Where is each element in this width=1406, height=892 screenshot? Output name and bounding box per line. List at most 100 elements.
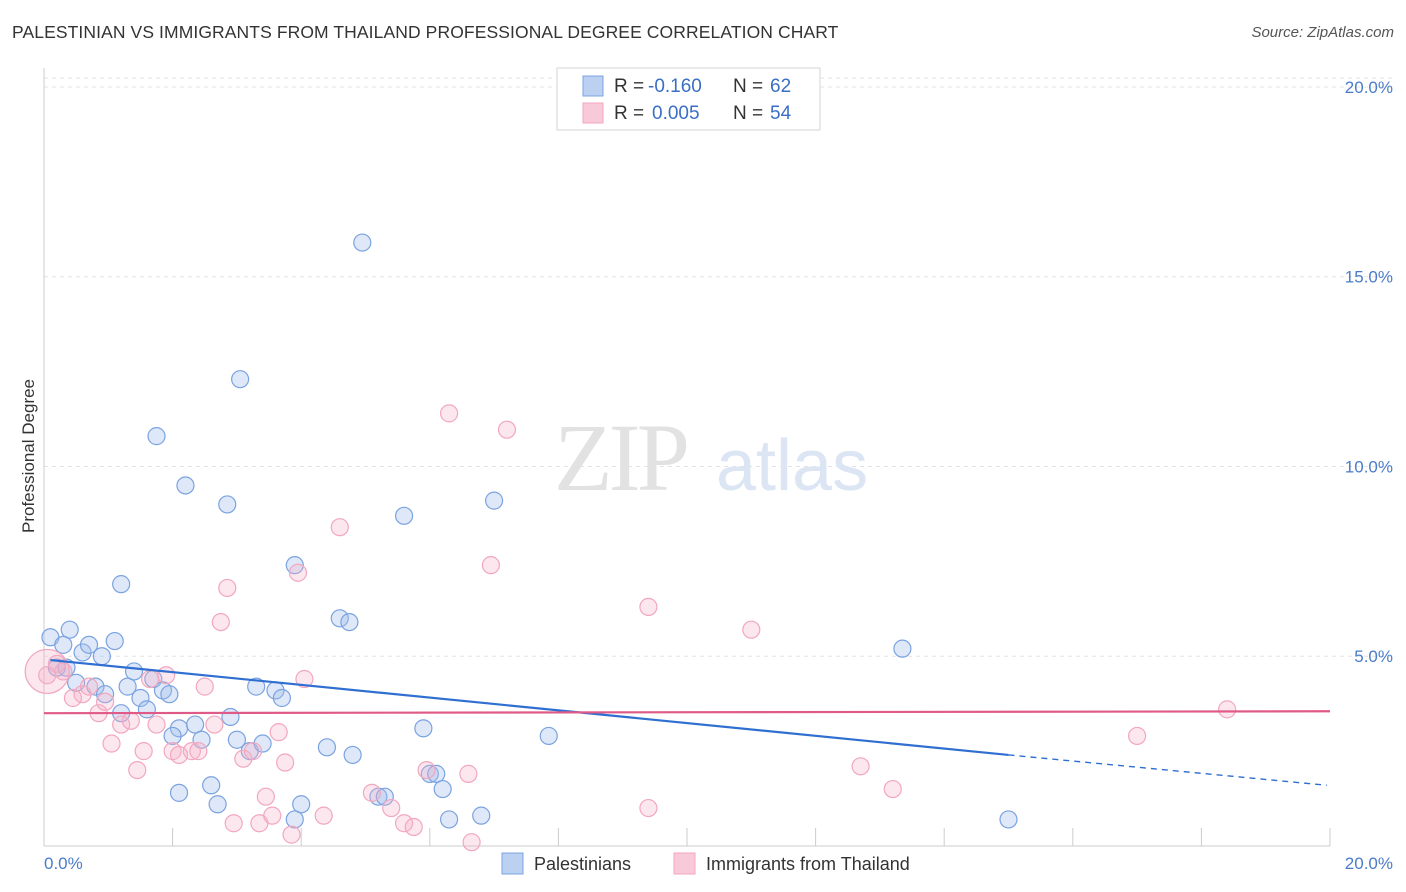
y-tick-labels: 5.0% 10.0% 15.0% 20.0%: [1345, 78, 1393, 666]
data-point: [95, 685, 115, 704]
data-point: [231, 370, 250, 389]
data-point: [208, 795, 227, 814]
series-palestinians-points: [41, 233, 1018, 829]
data-point: [218, 495, 237, 514]
data-point: [224, 814, 243, 833]
data-point: [394, 506, 414, 525]
data-point: [79, 677, 99, 696]
watermark: ZIP atlas: [554, 404, 868, 511]
data-point: [1127, 726, 1147, 746]
data-point: [112, 715, 131, 734]
data-point: [147, 427, 166, 446]
data-point: [60, 620, 79, 639]
data-point: [269, 723, 288, 742]
data-point: [639, 597, 658, 617]
data-point: [742, 620, 761, 639]
data-point: [272, 688, 292, 708]
data-point: [140, 669, 160, 689]
trend-line-thailand: [43, 710, 1331, 715]
legend-n-label-thailand: N =: [733, 103, 763, 124]
data-point: [211, 612, 230, 632]
series-legend: Palestinians Immigrants from Thailand: [501, 852, 910, 875]
data-point: [54, 635, 73, 654]
data-point: [295, 669, 314, 689]
data-point: [234, 749, 253, 768]
data-point: [118, 677, 137, 696]
grid-lines: [44, 77, 1392, 657]
data-point: [439, 404, 459, 423]
data-point: [285, 810, 304, 829]
data-point: [189, 742, 208, 761]
data-point: [218, 578, 237, 598]
data-point: [417, 760, 436, 780]
data-point: [1218, 700, 1237, 719]
chart-title: PALESTINIAN VS IMMIGRANTS FROM THAILAND …: [12, 22, 839, 42]
data-point: [472, 806, 491, 825]
data-point: [427, 764, 446, 783]
legend-n-label-palestinians: N =: [733, 76, 763, 97]
data-point: [186, 715, 205, 734]
data-point: [112, 575, 131, 594]
data-point: [999, 810, 1018, 829]
data-point: [195, 677, 214, 696]
data-point: [282, 825, 301, 844]
series-thailand-points: [38, 404, 1237, 852]
y-tick-label-2: 15.0%: [1345, 268, 1393, 287]
data-point: [221, 707, 240, 727]
data-point: [276, 753, 295, 772]
data-point: [128, 760, 147, 780]
x-tick-labels: 0.0% 20.0%: [44, 854, 1393, 873]
data-point: [462, 833, 481, 852]
data-point: [382, 798, 401, 818]
data-point: [134, 742, 153, 761]
data-point: [182, 742, 201, 761]
axes: [43, 68, 1331, 847]
stats-legend: R = -0.160 N = 62 R = 0.005 N = 54: [556, 67, 821, 131]
data-point: [330, 518, 349, 537]
data-point: [314, 806, 333, 825]
data-point: [263, 806, 282, 825]
data-point: [227, 730, 246, 749]
data-point: [243, 742, 263, 761]
data-point: [481, 556, 500, 575]
data-point: [92, 647, 111, 666]
y-axis-label: Professional Degree: [19, 379, 38, 533]
data-point: [147, 715, 166, 734]
data-point: [205, 715, 224, 734]
data-point: [343, 745, 362, 765]
watermark-zip: ZIP: [554, 404, 687, 511]
y-tick-label-1: 10.0%: [1345, 457, 1393, 476]
trend-line-palestinians: [50, 658, 1009, 757]
legend-n-value-palestinians: 62: [770, 76, 791, 97]
data-point: [54, 662, 73, 681]
data-point: [433, 779, 452, 799]
data-points: [24, 233, 1237, 852]
data-point: [394, 814, 414, 833]
trend-lines: [43, 658, 1331, 786]
watermark-atlas: atlas: [716, 426, 868, 506]
legend-r-value-thailand: 0.005: [652, 103, 700, 124]
data-point: [353, 233, 372, 252]
data-point: [102, 734, 121, 753]
data-point: [439, 810, 459, 829]
series-legend-label-palestinians: Palestinians: [534, 854, 631, 874]
data-point: [247, 677, 266, 696]
data-point: [157, 666, 176, 685]
data-point: [539, 726, 558, 746]
x-tick-label-max: 20.0%: [1345, 854, 1393, 873]
y-tick-label-0: 5.0%: [1354, 647, 1393, 666]
legend-r-label-thailand: R =: [614, 103, 644, 124]
data-point: [851, 757, 870, 776]
data-point: [63, 688, 83, 708]
legend-swatch-palestinians: [582, 75, 604, 97]
source-label: Source: ZipAtlas.com: [1251, 24, 1394, 41]
data-point: [292, 795, 311, 814]
legend-swatch-thailand: [582, 102, 604, 124]
data-point: [137, 700, 156, 719]
trend-line-palestinians-extension: [1008, 754, 1327, 786]
data-point: [176, 476, 195, 495]
data-point: [256, 787, 275, 806]
series-legend-label-thailand: Immigrants from Thailand: [706, 854, 910, 874]
y-tick-label-3: 20.0%: [1345, 78, 1393, 97]
data-point: [202, 776, 221, 795]
